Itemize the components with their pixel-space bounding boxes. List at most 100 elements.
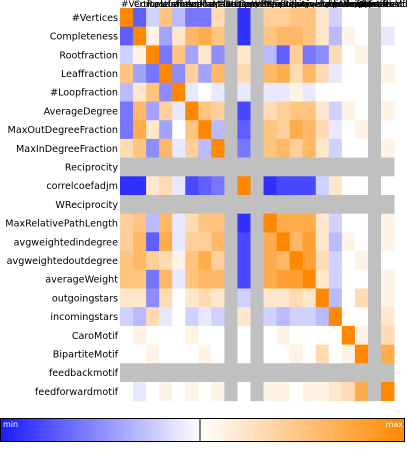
- heatmap-cell: [211, 307, 225, 327]
- heatmap-cell: [341, 213, 356, 233]
- heatmap-cell: [289, 288, 304, 308]
- heatmap-cell: [328, 138, 343, 158]
- heatmap-cell: [289, 232, 304, 252]
- heatmap-cell: [302, 325, 317, 345]
- heatmap-cell: [276, 138, 291, 158]
- heatmap-cell: [263, 307, 277, 327]
- legend-bar-positive: [200, 418, 405, 442]
- heatmap-cell: [381, 157, 395, 177]
- heatmap-cell: [315, 26, 330, 46]
- heatmap-cell: [302, 157, 317, 177]
- heatmap-cell: [172, 382, 186, 402]
- heatmap-cell: [367, 213, 382, 233]
- heatmap-cell: [381, 138, 395, 158]
- heatmap-cell: [315, 213, 330, 233]
- heatmap-cell: [198, 101, 212, 121]
- heatmap-cell: [237, 307, 251, 327]
- heatmap-cell: [367, 157, 382, 177]
- heatmap-cell: [250, 82, 264, 102]
- heatmap-cell: [302, 45, 317, 65]
- heatmap-cell: [224, 101, 238, 121]
- heatmap-cell: [315, 138, 330, 158]
- heatmap-cell: [120, 101, 134, 121]
- column-label: feedforwardmotif: [382, 0, 407, 10]
- heatmap-cell: [172, 45, 186, 65]
- heatmap-cell: [185, 382, 199, 402]
- heatmap-cell: [328, 64, 343, 84]
- heatmap-cell: [159, 269, 173, 289]
- heatmap-cell: [302, 382, 317, 402]
- heatmap-cell: [276, 26, 291, 46]
- heatmap-cell: [250, 232, 264, 252]
- heatmap-cell: [198, 8, 212, 28]
- heatmap-cell: [211, 120, 225, 140]
- heatmap-cell: [146, 195, 160, 215]
- heatmap-cell: [211, 8, 225, 28]
- column-labels: #VerticesCompletenessRootfractionLeaffra…: [121, 0, 407, 10]
- heatmap-cell: [341, 195, 356, 215]
- color-legend: min max: [0, 418, 405, 442]
- column-label: Completeness: [134, 0, 198, 10]
- heatmap-cell: [224, 45, 238, 65]
- heatmap-cell: [237, 288, 251, 308]
- heatmap-cell: [250, 8, 264, 28]
- row-label: AverageDegree: [44, 106, 118, 117]
- heatmap-cell: [211, 232, 225, 252]
- heatmap-cell: [289, 363, 304, 383]
- heatmap-cell: [159, 325, 173, 345]
- column-label: #Vertices: [121, 0, 165, 10]
- legend-max-label: max: [386, 420, 404, 429]
- heatmap-cell: [302, 176, 317, 196]
- heatmap-cell: [120, 176, 134, 196]
- row-label: Rootfraction: [59, 50, 118, 61]
- heatmap-cell: [367, 138, 382, 158]
- heatmap-cell: [276, 288, 291, 308]
- heatmap-cell: [250, 382, 264, 402]
- heatmap-cell: [159, 157, 173, 177]
- heatmap-cell: [237, 26, 251, 46]
- heatmap-cell: [237, 120, 251, 140]
- heatmap-cell: [341, 307, 356, 327]
- heatmap-cell: [133, 251, 147, 271]
- heatmap-cell: [198, 307, 212, 327]
- heatmap-cell: [211, 325, 225, 345]
- heatmap-cell: [341, 26, 356, 46]
- heatmap-cell: [289, 382, 304, 402]
- legend-min-label: min: [3, 420, 18, 429]
- heatmap-cell: [315, 82, 330, 102]
- heatmap-cell: [159, 363, 173, 383]
- heatmap-cell: [315, 344, 330, 364]
- heatmap-cell: [276, 344, 291, 364]
- heatmap-cell: [133, 45, 147, 65]
- heatmap-cell: [289, 325, 304, 345]
- heatmap-cell: [302, 269, 317, 289]
- heatmap-cell: [198, 232, 212, 252]
- column-label: MaxRelativePathLength: [265, 0, 371, 10]
- heatmap-cell: [133, 363, 147, 383]
- heatmap-cell: [224, 251, 238, 271]
- heatmap-cell: [133, 8, 147, 28]
- heatmap-cell: [341, 8, 356, 28]
- heatmap-cell: [172, 269, 186, 289]
- heatmap-cell: [328, 120, 343, 140]
- column-label: averageWeight: [304, 0, 373, 10]
- heatmap-cell: [328, 251, 343, 271]
- column-label: Leaffraction: [160, 0, 214, 10]
- heatmap-cell: [367, 307, 382, 327]
- heatmap-cell: [172, 288, 186, 308]
- heatmap-cell: [289, 344, 304, 364]
- heatmap-cell: [250, 363, 264, 383]
- column-label: avgweightedindegree: [278, 0, 376, 10]
- heatmap-cell: [263, 176, 277, 196]
- heatmap-cell: [133, 138, 147, 158]
- heatmap-cell: [211, 344, 225, 364]
- heatmap-cell: [341, 288, 356, 308]
- column-label: Reciprocity: [225, 0, 276, 10]
- heatmap-cell: [185, 269, 199, 289]
- heatmap-cell: [276, 382, 291, 402]
- heatmap-cell: [328, 382, 343, 402]
- heatmap-cell: [133, 176, 147, 196]
- heatmap-cell: [328, 288, 343, 308]
- row-label: correlcoefadjm: [46, 181, 118, 192]
- row-label: CaroMotif: [72, 331, 119, 342]
